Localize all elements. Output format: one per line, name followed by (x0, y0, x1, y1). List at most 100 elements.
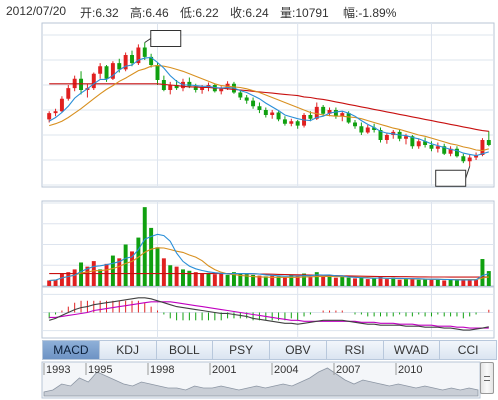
volume-ma5-line (49, 233, 489, 282)
volume-bar (302, 273, 307, 286)
candle-body (168, 85, 173, 90)
candle-body (404, 136, 408, 139)
tab-psy[interactable]: PSY (213, 340, 270, 360)
annotation-box (435, 169, 467, 187)
candle-body (289, 121, 294, 124)
quote-open: 开:6.32 (80, 4, 119, 21)
candle-body (346, 113, 351, 123)
volume-bar (136, 237, 141, 286)
candle-body (53, 111, 58, 114)
navigator-year-label: 2001 (212, 364, 236, 376)
volume-bar (98, 269, 103, 286)
volume-bar (149, 227, 154, 286)
open-label: 开: (80, 6, 96, 20)
volume-bar (384, 279, 389, 286)
volume-bar (270, 275, 275, 286)
volume-ma30-line (49, 273, 489, 278)
candle-body (123, 55, 128, 70)
volume-bar (193, 272, 198, 286)
volume-bar (187, 270, 192, 286)
candle-body (410, 136, 415, 147)
volume-bar (480, 259, 485, 286)
tab-rsi[interactable]: RSI (326, 340, 384, 360)
annotation-leader (144, 38, 152, 43)
tab-boll[interactable]: BOLL (156, 340, 214, 360)
volume-bar (442, 280, 447, 286)
volume-bar (416, 279, 421, 286)
candle-body (372, 127, 377, 130)
volume-bar (263, 276, 268, 286)
candle-body (238, 92, 243, 98)
volume-bar (467, 279, 472, 286)
quote-info-bar: 2012/07/20 开:6.32 高:6.46 低:6.22 收:6.24 量… (0, 0, 498, 20)
navigator-year-label: 2010 (398, 364, 422, 376)
volume-bar (85, 266, 90, 286)
tab-macd[interactable]: MACD (42, 340, 100, 360)
volume-bar (72, 269, 77, 286)
volume-bar (257, 275, 262, 286)
volume-bar (365, 279, 370, 286)
candle-body (187, 81, 192, 87)
quote-close: 收:6.24 (230, 4, 269, 21)
candle-body (130, 55, 134, 64)
candle-body (79, 78, 84, 90)
navigator-year-label: 1995 (88, 364, 112, 376)
candle-body (270, 112, 275, 115)
volume-bar (410, 278, 415, 286)
volume-bar (161, 258, 166, 286)
candle-body (359, 126, 364, 133)
timeline-navigator[interactable]: 1993 1995 1998 2001 2004 2007 2010 (0, 361, 498, 400)
volume-bar (314, 272, 319, 286)
volume-bar (454, 280, 459, 286)
navigator-year-label: 1998 (150, 364, 174, 376)
candle-body (365, 127, 370, 133)
candle-body (193, 86, 198, 90)
volume-value: 10791 (295, 6, 329, 20)
volume-bar (372, 278, 377, 286)
change-value: -1.89% (358, 6, 397, 20)
candle-body (353, 122, 357, 127)
volume-bar (142, 207, 147, 286)
high-value: 6.46 (145, 6, 169, 20)
navigator-drag-handle[interactable] (480, 362, 494, 394)
candle-body (142, 47, 147, 57)
volume-bar (391, 277, 396, 286)
tab-cci[interactable]: CCI (440, 340, 497, 360)
volume-bar (47, 280, 52, 286)
volume-bar (333, 277, 338, 286)
volume-bar (181, 269, 185, 286)
candle-body (59, 98, 64, 112)
volume-bar (461, 279, 466, 286)
candle-body (486, 140, 491, 145)
tab-obv[interactable]: OBV (270, 340, 327, 360)
candle-body (480, 140, 485, 155)
tab-wvad[interactable]: WVAD (383, 340, 441, 360)
volume-bar (340, 277, 345, 286)
price-ma30-line (49, 83, 489, 132)
candle-body (98, 66, 103, 74)
candle-body (136, 47, 141, 64)
indicator-tabs: MACD KDJ BOLL PSY OBV RSI WVAD CCI (42, 340, 497, 360)
candle-body (295, 121, 300, 126)
volume-bar (397, 279, 402, 286)
candle-body (104, 66, 109, 79)
candle-body (47, 113, 52, 120)
volume-bar (276, 276, 281, 286)
volume-bar (359, 277, 364, 286)
volume-bar (225, 274, 230, 286)
candle-body (454, 148, 459, 157)
volume-bar (231, 272, 236, 286)
candle-body (474, 155, 479, 158)
volume-bar (378, 277, 383, 286)
candle-body (244, 97, 249, 101)
navigator-year-label: 2004 (274, 364, 298, 376)
change-label: 幅: (343, 6, 359, 20)
candle-body (219, 88, 224, 92)
volume-bar (155, 247, 160, 286)
volume-label: 量: (280, 6, 296, 20)
volume-bar (327, 275, 332, 286)
volume-bar (423, 279, 428, 286)
candle-body (257, 106, 262, 110)
tab-kdj[interactable]: KDJ (99, 340, 157, 360)
candle-body (263, 110, 268, 115)
